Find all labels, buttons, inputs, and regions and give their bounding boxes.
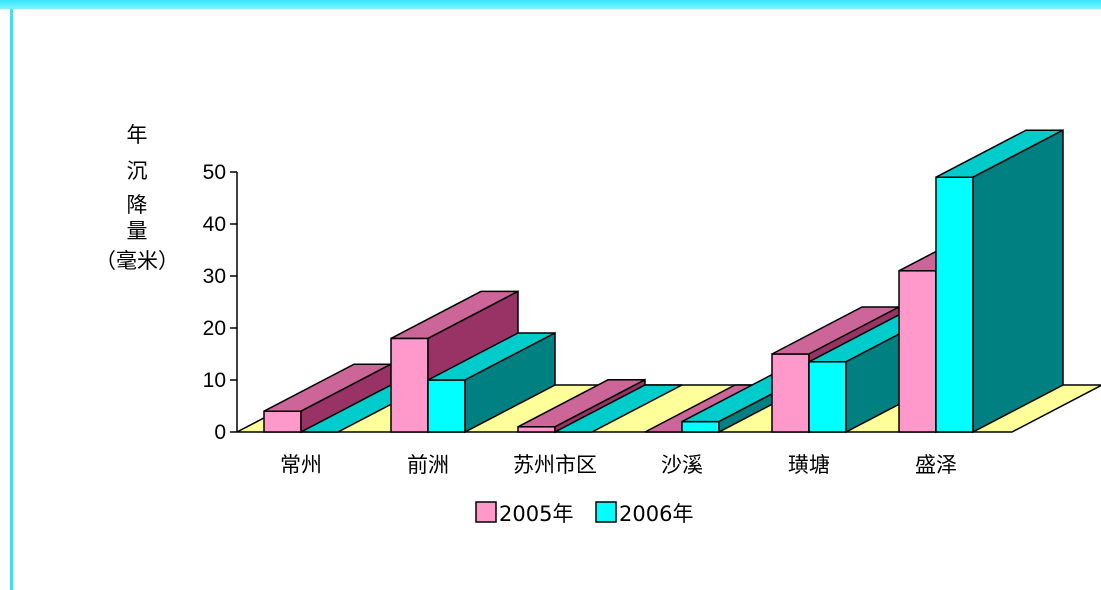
y-axis-title-line: 降 xyxy=(127,193,148,217)
category-label: 前洲 xyxy=(407,453,449,477)
y-tick-label: 30 xyxy=(203,265,226,288)
y-axis-title-line: （毫米） xyxy=(95,249,179,273)
chart-bars xyxy=(263,128,1064,434)
category-label: 常州 xyxy=(280,453,322,477)
chart-legend: 2005年 2006年 xyxy=(475,501,693,526)
bar-front xyxy=(263,410,302,433)
bar-side xyxy=(464,331,556,434)
category-labels: 常州 前洲 苏州市区 沙溪 璜塘 盛泽 xyxy=(280,453,957,477)
bar-front xyxy=(681,420,720,433)
y-tick-label: 10 xyxy=(203,369,226,392)
bar-front xyxy=(771,353,810,433)
legend-label: 2005年 xyxy=(499,502,573,526)
y-axis: 0 10 20 30 40 50 xyxy=(203,161,238,444)
y-tick-label: 40 xyxy=(203,213,226,236)
left-accent-border xyxy=(10,9,13,590)
legend-swatch xyxy=(475,501,497,523)
y-axis-title-line: 年 xyxy=(127,123,148,147)
y-tick-label: 0 xyxy=(214,421,226,444)
bar xyxy=(554,384,683,433)
category-label: 盛泽 xyxy=(915,453,957,477)
bar xyxy=(263,362,392,434)
bar-front xyxy=(808,361,847,433)
bar-front xyxy=(517,426,556,433)
bar-front xyxy=(898,270,937,433)
category-label: 沙溪 xyxy=(661,453,703,477)
legend-swatch xyxy=(595,501,617,523)
bar-front xyxy=(427,379,466,433)
bar-top xyxy=(554,384,683,433)
bar-side xyxy=(972,128,1064,434)
bar xyxy=(935,128,1064,434)
bar xyxy=(427,331,556,434)
y-tick-label: 20 xyxy=(203,317,226,340)
bar-front xyxy=(935,176,974,433)
y-tick-label: 50 xyxy=(203,161,226,184)
top-accent-bar xyxy=(0,0,1101,9)
category-label: 璜塘 xyxy=(788,453,830,477)
legend-label: 2006年 xyxy=(619,502,693,526)
category-label: 苏州市区 xyxy=(513,453,597,477)
bar-front xyxy=(390,337,429,433)
y-axis-title-line: 量 xyxy=(127,219,148,243)
y-axis-title-line: 沉 xyxy=(127,159,148,183)
